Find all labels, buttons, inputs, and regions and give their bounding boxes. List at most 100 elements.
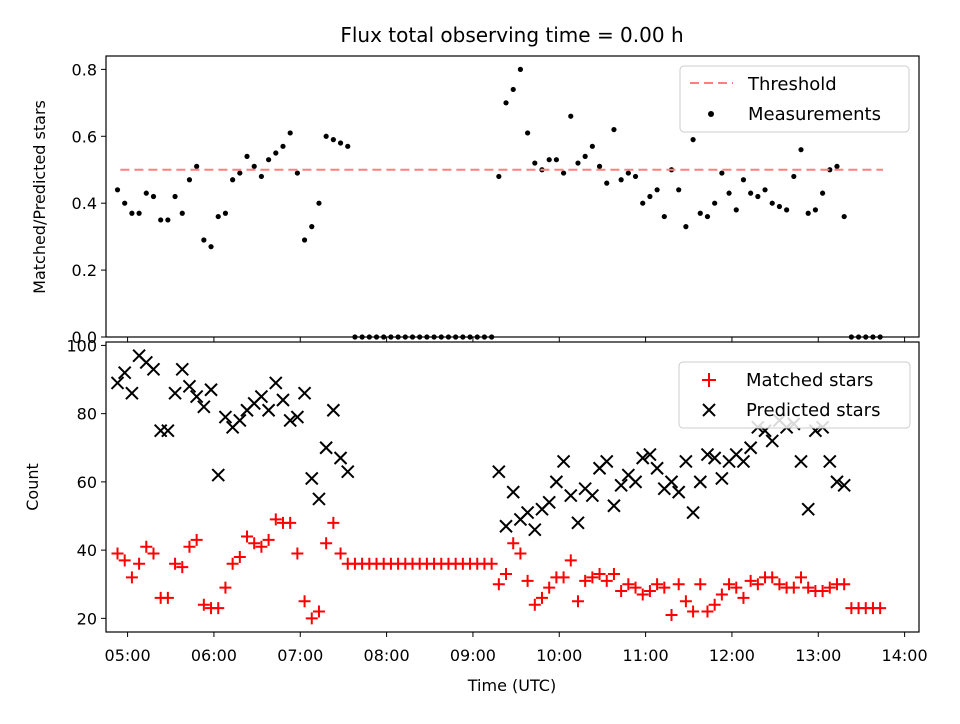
measurement-point	[690, 137, 696, 143]
measurement-point	[323, 133, 329, 139]
matched-star-point	[615, 585, 628, 598]
matched-star-point	[312, 605, 325, 618]
legend-measurements-label: Measurements	[748, 104, 881, 125]
matched-star-point	[521, 574, 534, 587]
predicted-star-point	[707, 451, 722, 465]
matched-star-point	[176, 561, 189, 574]
measurement-point	[560, 170, 567, 176]
matched-star-point	[118, 554, 131, 567]
measurement-point	[819, 190, 826, 196]
predicted-star-point	[182, 379, 197, 394]
measurement-point	[301, 237, 308, 243]
predicted-star-point	[564, 488, 578, 503]
predicted-star-point	[305, 471, 319, 486]
measurement-point	[697, 210, 703, 216]
matched-star-point	[751, 578, 764, 591]
predicted-star-point	[743, 441, 758, 455]
measurement-point	[791, 173, 797, 180]
x-axis-label: Time (UTC)	[467, 676, 556, 695]
top-legend-box	[679, 65, 910, 133]
measurement-point	[294, 170, 300, 176]
matched-star-point	[600, 574, 613, 587]
predicted-star-point	[607, 499, 621, 513]
predicted-star-point	[261, 403, 276, 417]
predicted-star-point	[499, 519, 513, 533]
measurement-point	[503, 100, 509, 106]
measurement-point	[776, 203, 783, 210]
measurement-point	[647, 193, 653, 200]
predicted-star-point	[700, 447, 715, 462]
measurement-point	[309, 224, 315, 230]
x-tick-label: 11:00	[623, 646, 669, 665]
predicted-star-point	[830, 475, 844, 489]
legend-matched-label: Matched stars	[746, 370, 873, 391]
bottom-points-group	[110, 348, 887, 625]
matched-star-point	[327, 516, 340, 529]
predicted-star-point	[765, 434, 779, 448]
measurement-point	[194, 163, 200, 169]
measurement-point	[172, 193, 178, 200]
measurement-point	[345, 143, 351, 149]
measurement-point	[179, 210, 185, 216]
matched-star-point	[248, 537, 261, 550]
predicted-star-point	[693, 475, 707, 489]
predicted-star-point	[628, 475, 643, 489]
predicted-star-point	[326, 403, 341, 417]
bottom-y-ticks: 20 40 60 80 100	[66, 336, 106, 628]
matched-star-point	[787, 581, 800, 594]
top-y-axis-label: Matched/Predicted stars	[30, 100, 49, 294]
predicted-star-point	[283, 413, 297, 428]
measurement-point	[330, 137, 336, 143]
matched-star-point	[701, 605, 714, 618]
matched-star-point	[169, 557, 182, 570]
matched-star-point	[579, 574, 592, 587]
predicted-star-point	[175, 362, 189, 377]
measurement-point	[769, 200, 775, 206]
measurement-point	[201, 237, 207, 243]
matched-star-point	[687, 605, 700, 618]
measurement-point	[510, 86, 516, 93]
measurement-point	[719, 170, 725, 176]
matched-star-point	[197, 598, 210, 611]
matched-star-point	[766, 571, 779, 584]
matched-star-point	[795, 571, 808, 584]
matched-star-point	[147, 547, 160, 560]
measurement-point	[618, 177, 624, 183]
measurement-point	[230, 177, 236, 183]
predicted-star-point	[686, 505, 700, 520]
measurement-point	[136, 210, 142, 216]
matched-star-point	[161, 591, 174, 604]
measurement-point	[129, 210, 135, 216]
matched-star-point	[507, 537, 520, 550]
predicted-star-point	[319, 441, 333, 455]
matched-star-point	[773, 578, 786, 591]
bottom-legend: Matched stars Predicted stars	[678, 361, 911, 429]
matched-star-point	[694, 578, 707, 591]
matched-star-point	[298, 595, 311, 608]
matched-star-point	[622, 578, 635, 591]
x-tick-label: 14:00	[882, 646, 928, 665]
matched-star-point	[730, 581, 743, 594]
matched-star-point	[305, 612, 318, 625]
predicted-star-point	[233, 413, 247, 428]
matched-star-point	[802, 581, 815, 594]
predicted-star-point	[211, 468, 225, 482]
predicted-star-point	[614, 478, 628, 493]
measurement-point	[704, 213, 711, 220]
measurement-point	[784, 207, 790, 213]
x-tick-label: 05:00	[105, 646, 151, 665]
predicted-star-point	[794, 454, 808, 469]
matched-star-point	[514, 547, 527, 560]
measurement-point	[186, 177, 193, 183]
predicted-star-point	[204, 383, 218, 397]
predicted-star-point	[276, 393, 290, 407]
bottom-x-ticks: 05:00 06:00 07:00 08:00 09:00 10:00 11:00 12:00…	[105, 632, 928, 665]
chart-title: Flux total observing time = 0.00 h	[340, 23, 683, 47]
measurement-point	[726, 190, 732, 196]
measurement-point	[748, 190, 754, 196]
matched-star-point	[334, 547, 347, 560]
matched-star-point	[241, 530, 254, 543]
measurement-point	[762, 187, 768, 193]
bottom-panel: 20 40 60 80 100 05:00 06:00 07:00 08:00 09:00 10:…	[23, 336, 928, 695]
